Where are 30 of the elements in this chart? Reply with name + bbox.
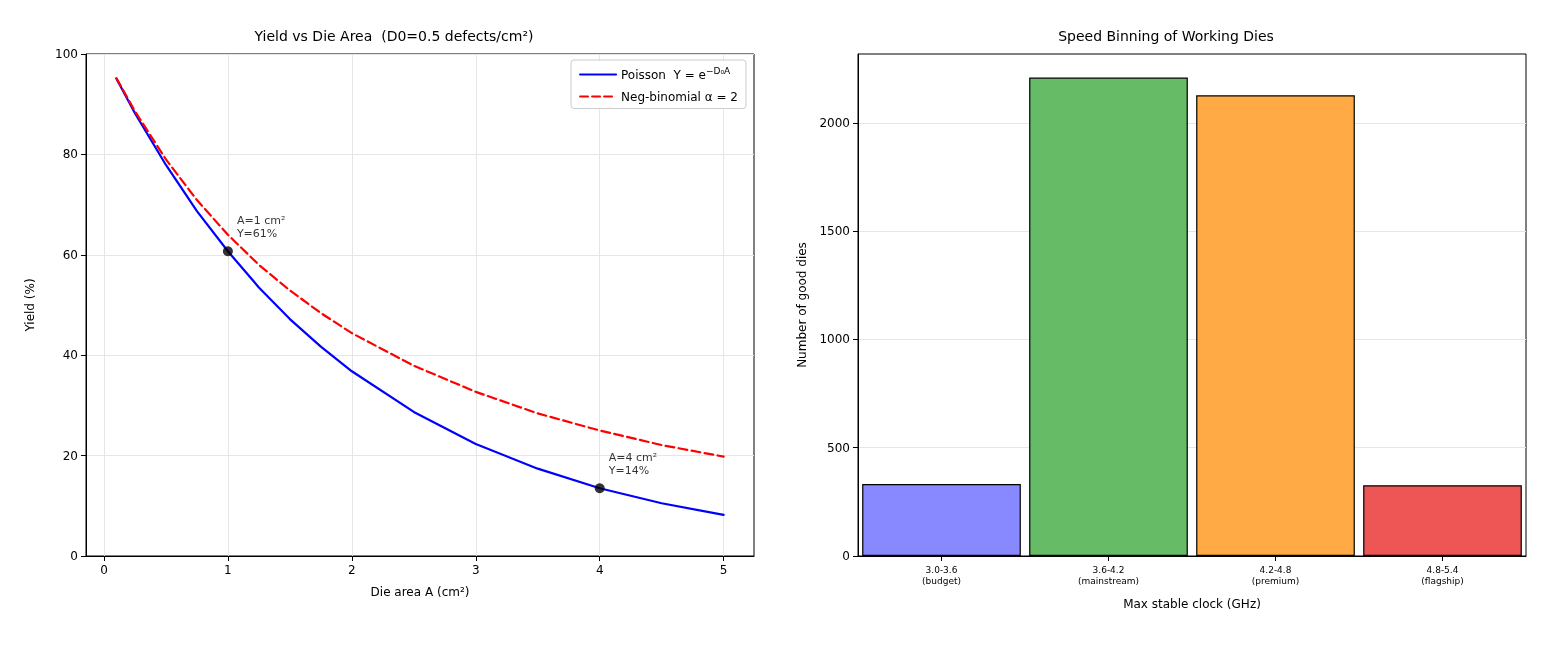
y-tick-label: 20 bbox=[62, 448, 78, 463]
y-tick-label: 100 bbox=[55, 47, 78, 61]
chart-title: Yield vs Die Area (D0=0.5 defects/cm²) bbox=[253, 28, 534, 44]
x-tick-label: 4 bbox=[595, 563, 604, 577]
x-tick-label: 3.6-4.2 (mainstream) bbox=[1077, 564, 1140, 586]
y-tick-label: 1000 bbox=[819, 332, 850, 347]
x-tick-label: 3.0-3.6 (budget) bbox=[922, 564, 961, 586]
x-tick-label: 0 bbox=[100, 563, 108, 577]
x-tick-label: 1 bbox=[224, 563, 232, 577]
legend-label: Neg-binomial α = 2 bbox=[621, 89, 739, 104]
annotation: A=1 cm² Y=61% bbox=[235, 214, 286, 241]
x-tick-label: 5 bbox=[719, 563, 728, 577]
x-tick-label: 4.2-4.8 (premium) bbox=[1251, 564, 1300, 586]
y-axis-title: Yield (%) bbox=[23, 278, 37, 333]
x-tick-label: 2 bbox=[348, 563, 356, 577]
y-axis-title: Number of good dies bbox=[795, 242, 809, 368]
x-tick-label: 4.8-5.4 (flagship) bbox=[1421, 564, 1464, 586]
x-tick-label: 3 bbox=[471, 563, 480, 577]
y-tick-label: 60 bbox=[62, 247, 78, 262]
annotation: A=4 cm² Y=14% bbox=[607, 451, 658, 478]
y-tick-label: 2000 bbox=[819, 115, 850, 130]
y-tick-label: 1500 bbox=[819, 224, 850, 239]
x-axis-title: Die area A (cm²) bbox=[370, 585, 470, 599]
y-tick-label: 500 bbox=[827, 440, 850, 455]
x-axis-title: Max stable clock (GHz) bbox=[1123, 597, 1261, 611]
y-tick-label: 0 bbox=[842, 549, 850, 563]
y-tick-label: 0 bbox=[70, 549, 78, 563]
y-tick-label: 40 bbox=[62, 348, 78, 363]
chart-title: Speed Binning of Working Dies bbox=[1058, 28, 1274, 44]
y-tick-label: 80 bbox=[62, 147, 78, 162]
